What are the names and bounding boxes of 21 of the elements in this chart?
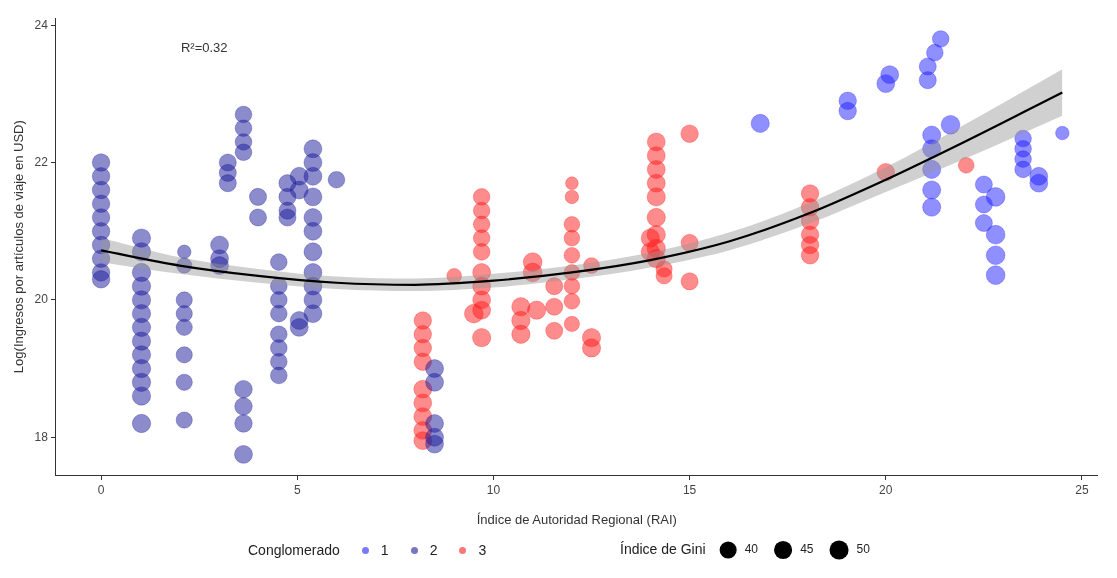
annotation: R²=0.32 bbox=[180, 39, 228, 55]
legend-label: 3 bbox=[478, 542, 487, 558]
legend-label: 50 bbox=[856, 542, 871, 557]
y-tick-label: 18 bbox=[34, 429, 49, 444]
y-tick-label: 22 bbox=[34, 154, 49, 169]
x-tick-label: 10 bbox=[486, 482, 501, 497]
legend-label: 40 bbox=[744, 542, 759, 557]
x-tick-label: 25 bbox=[1075, 482, 1089, 497]
text: Índice de Gini bbox=[620, 540, 706, 557]
x-tick-label: 0 bbox=[97, 482, 105, 497]
y-tick-label: 20 bbox=[34, 292, 49, 307]
legend-title: Conglomerado bbox=[248, 542, 340, 558]
legend-label: 1 bbox=[380, 542, 389, 558]
x-tick-label: 15 bbox=[682, 482, 697, 497]
legend-label: 45 bbox=[800, 542, 814, 557]
x-tick-label: 20 bbox=[879, 482, 893, 497]
y-axis-title: Log(Ingresos por artículos de viaje en USD) bbox=[11, 120, 27, 374]
x-tick-label: 5 bbox=[293, 482, 301, 497]
x-axis-title: Índice de Autoridad Regional (RAI) bbox=[476, 511, 677, 527]
legend-label: 2 bbox=[429, 542, 438, 558]
y-tick-label: 24 bbox=[34, 17, 49, 32]
